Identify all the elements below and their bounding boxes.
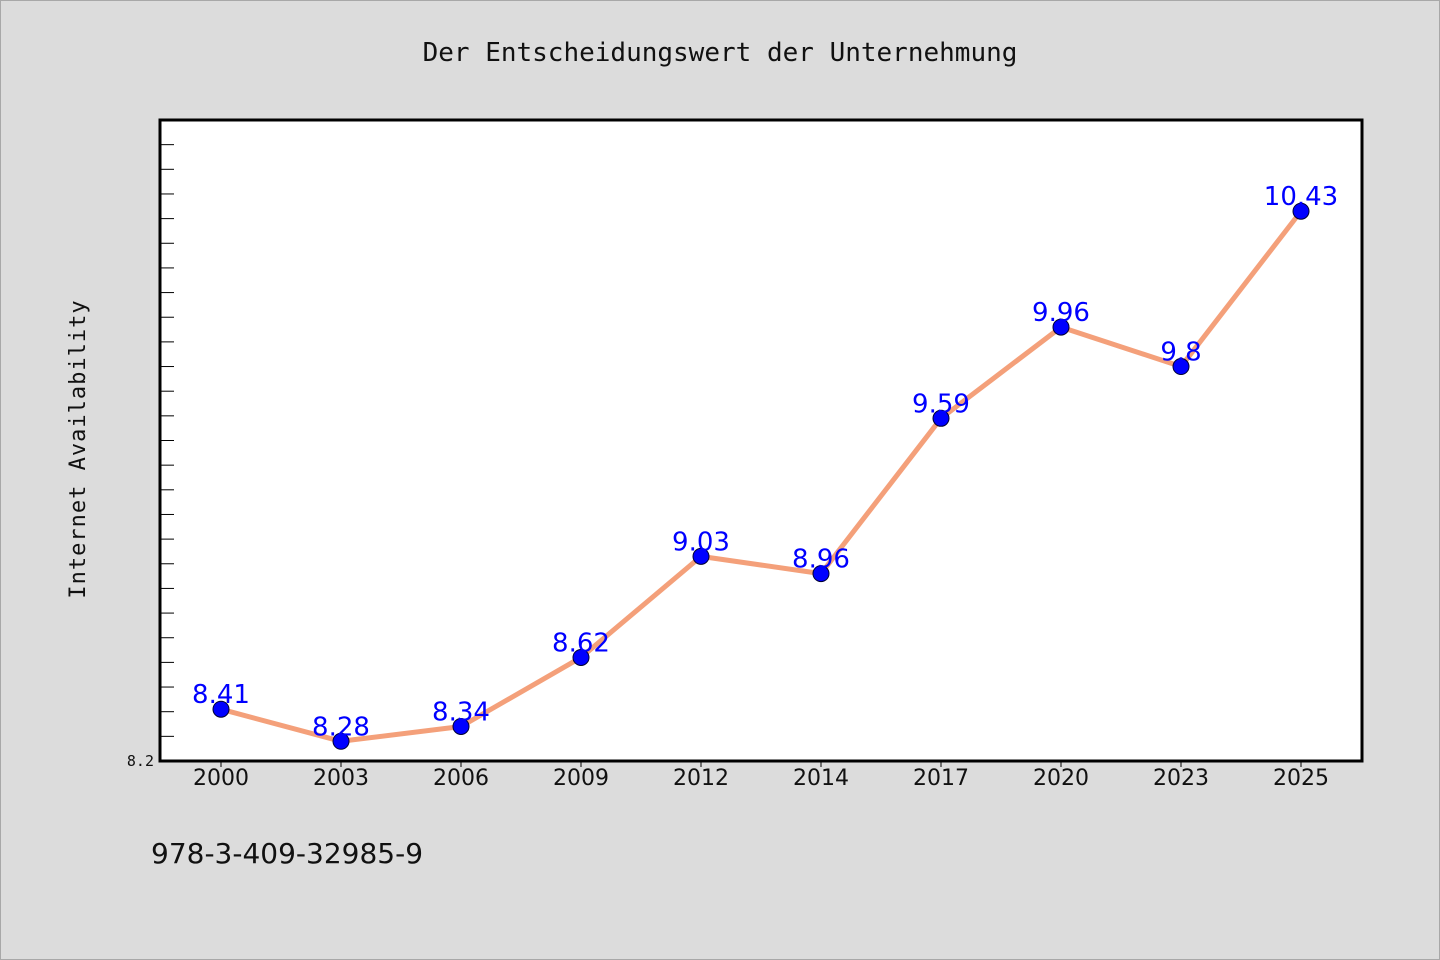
x-axis-ticks: 2000 2003 2006 2009 2012 2014 2017 2020 2023 2025 <box>193 761 1329 791</box>
data-label: 9.96 <box>1032 298 1090 328</box>
data-label: 8.96 <box>792 545 850 575</box>
data-point <box>932 409 950 427</box>
x-tick-label: 2017 <box>913 766 969 791</box>
data-point <box>812 565 830 583</box>
data-point <box>1172 358 1190 376</box>
data-point <box>572 648 590 666</box>
y-tick-label: 8.2 <box>127 752 154 770</box>
data-label: 8.62 <box>552 628 610 658</box>
data-label: 8.41 <box>192 680 250 710</box>
y-axis-ticks: 8.2 <box>127 144 174 770</box>
x-tick-label: 2014 <box>793 766 849 791</box>
x-tick-label: 2000 <box>193 766 249 791</box>
series-line <box>218 208 1304 744</box>
x-tick-label: 2009 <box>553 766 609 791</box>
x-tick-label: 2020 <box>1033 766 1089 791</box>
x-tick-label: 2025 <box>1273 766 1329 791</box>
data-label: 9.59 <box>912 389 970 419</box>
data-label: 9.8 <box>1160 338 1201 368</box>
chart-title: Der Entscheidungswert der Unternehmung <box>423 38 1018 68</box>
data-point <box>692 547 710 565</box>
x-tick-label: 2006 <box>433 766 489 791</box>
footnote-isbn: 978-3-409-32985-9 <box>151 837 423 870</box>
plot-area <box>158 118 1364 763</box>
x-tick-label: 2003 <box>313 766 369 791</box>
data-label: 9.03 <box>672 527 730 557</box>
data-point <box>1292 202 1310 220</box>
data-point <box>1052 318 1070 336</box>
data-label: 10.43 <box>1264 182 1338 212</box>
data-point <box>452 717 470 735</box>
series-layer: 8.41 8.28 8.34 8.62 9.03 8.96 9.59 9.96 9.8 10.43 <box>192 182 1338 750</box>
data-label: 8.34 <box>432 697 490 727</box>
x-tick-label: 2023 <box>1153 766 1209 791</box>
data-point <box>332 732 350 750</box>
x-tick-label: 2012 <box>673 766 729 791</box>
data-point <box>212 700 230 718</box>
y-axis-label: Internet Availability <box>66 299 91 598</box>
data-label: 8.28 <box>312 712 370 742</box>
